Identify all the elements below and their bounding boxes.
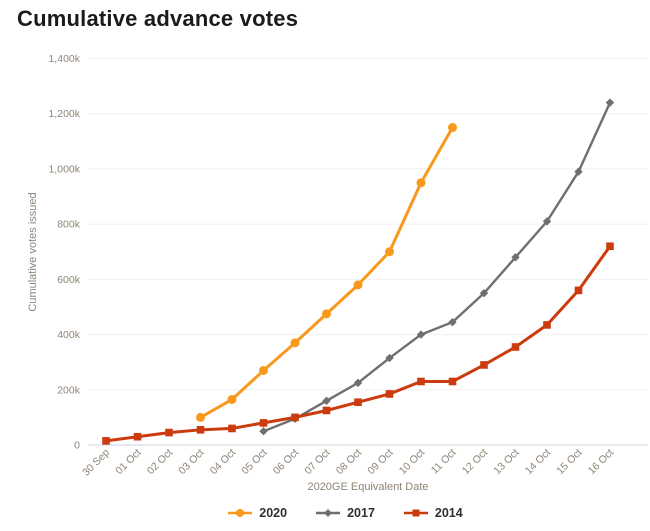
y-axis-title: Cumulative votes issued <box>27 192 39 311</box>
data-point-2014[interactable] <box>165 428 173 437</box>
data-point-2017[interactable] <box>416 330 426 339</box>
legend-item-2020[interactable]: 2020 <box>227 506 287 520</box>
x-tick-label: 16 Oct <box>586 447 616 477</box>
data-point-2020[interactable] <box>353 280 363 290</box>
data-point-2014[interactable] <box>196 426 205 434</box>
x-tick-label: 04 Oct <box>208 447 238 477</box>
x-tick-label: 07 Oct <box>302 447 332 477</box>
x-tick-label: 10 Oct <box>397 447 427 477</box>
2017-series-marker-icon <box>316 509 341 517</box>
data-point-2014[interactable] <box>448 377 457 386</box>
chart: 0 200k 400k 600k 800k 1,000k 1,200k 1,400k 30 Se… <box>27 53 648 493</box>
data-point-2014[interactable] <box>291 413 299 422</box>
data-point-2014[interactable] <box>417 377 425 386</box>
data-point-2017[interactable] <box>448 317 457 327</box>
legend-item-2014[interactable]: 2014 <box>403 506 463 520</box>
data-point-2014[interactable] <box>259 419 268 427</box>
data-point-2014[interactable] <box>322 406 331 415</box>
series-line-2014 <box>104 244 612 443</box>
x-tick-label: 14 Oct <box>523 447 553 477</box>
data-point-2014[interactable] <box>511 343 520 351</box>
x-tick-label: 02 Oct <box>145 447 175 477</box>
data-point-2017[interactable] <box>542 217 552 226</box>
series-line-2020 <box>199 126 454 419</box>
y-tick-label: 400k <box>57 329 81 341</box>
y-tick-label: 1,000k <box>48 163 80 175</box>
x-tick-label: 01 Oct <box>113 447 143 477</box>
data-point-2014[interactable] <box>480 361 488 369</box>
legend-label: 2020 <box>259 506 288 520</box>
x-tick-label: 08 Oct <box>334 447 364 477</box>
data-point-2014[interactable] <box>133 432 142 441</box>
data-point-2017[interactable] <box>511 253 520 262</box>
data-point-2020[interactable] <box>290 338 300 348</box>
2020-series-marker-icon <box>228 509 253 517</box>
x-tick-label: 11 Oct <box>429 447 459 477</box>
data-point-2017[interactable] <box>322 396 331 406</box>
data-point-2017[interactable] <box>574 167 583 176</box>
x-tick-label: 03 Oct <box>176 447 206 477</box>
page-title: Cumulative advance votes <box>17 6 299 31</box>
y-tick-label: 800k <box>57 219 81 231</box>
x-tick-label: 12 Oct <box>460 447 490 477</box>
data-point-2020[interactable] <box>196 412 205 422</box>
y-tick-label: 0 <box>74 440 80 452</box>
legend-label: 2014 <box>434 506 463 520</box>
data-point-2014[interactable] <box>354 398 362 407</box>
x-tick-label: 06 Oct <box>271 447 301 477</box>
data-point-2020[interactable] <box>385 247 394 257</box>
data-point-2014[interactable] <box>228 424 236 433</box>
data-point-2014[interactable] <box>385 390 394 398</box>
y-tick-label: 600k <box>57 274 81 286</box>
legend-label: 2017 <box>347 506 375 520</box>
x-tick-label: 05 Oct <box>239 447 269 477</box>
series-line-2017 <box>262 101 612 433</box>
x-axis-title: 2020GE Equivalent Date <box>307 481 428 493</box>
data-point-2020[interactable] <box>448 123 457 133</box>
data-point-2020[interactable] <box>259 365 268 375</box>
legend-item-2017[interactable]: 2017 <box>315 506 375 520</box>
y-tick-label: 200k <box>57 384 81 396</box>
data-point-2017[interactable] <box>385 353 394 363</box>
data-point-2017[interactable] <box>605 98 615 107</box>
x-tick-label: 30 Sep <box>80 447 112 479</box>
y-tick-label: 1,200k <box>48 108 80 120</box>
data-point-2020[interactable] <box>322 309 331 319</box>
data-point-2014[interactable] <box>102 437 110 445</box>
x-tick-label: 15 Oct <box>554 447 584 477</box>
data-point-2020[interactable] <box>227 394 237 404</box>
data-point-2017[interactable] <box>353 378 363 388</box>
data-point-2020[interactable] <box>416 178 426 188</box>
data-point-2014[interactable] <box>543 321 551 329</box>
data-point-2014[interactable] <box>606 242 614 251</box>
x-tick-label: 09 Oct <box>365 447 395 477</box>
y-tick-label: 1,400k <box>48 53 80 65</box>
legend: 2020 2017 2014 <box>40 502 650 524</box>
data-point-2017[interactable] <box>479 288 489 298</box>
data-point-2017[interactable] <box>259 426 268 436</box>
data-point-2014[interactable] <box>574 286 583 295</box>
2014-series-marker-icon <box>403 509 428 517</box>
x-tick-label: 13 Oct <box>491 447 521 477</box>
